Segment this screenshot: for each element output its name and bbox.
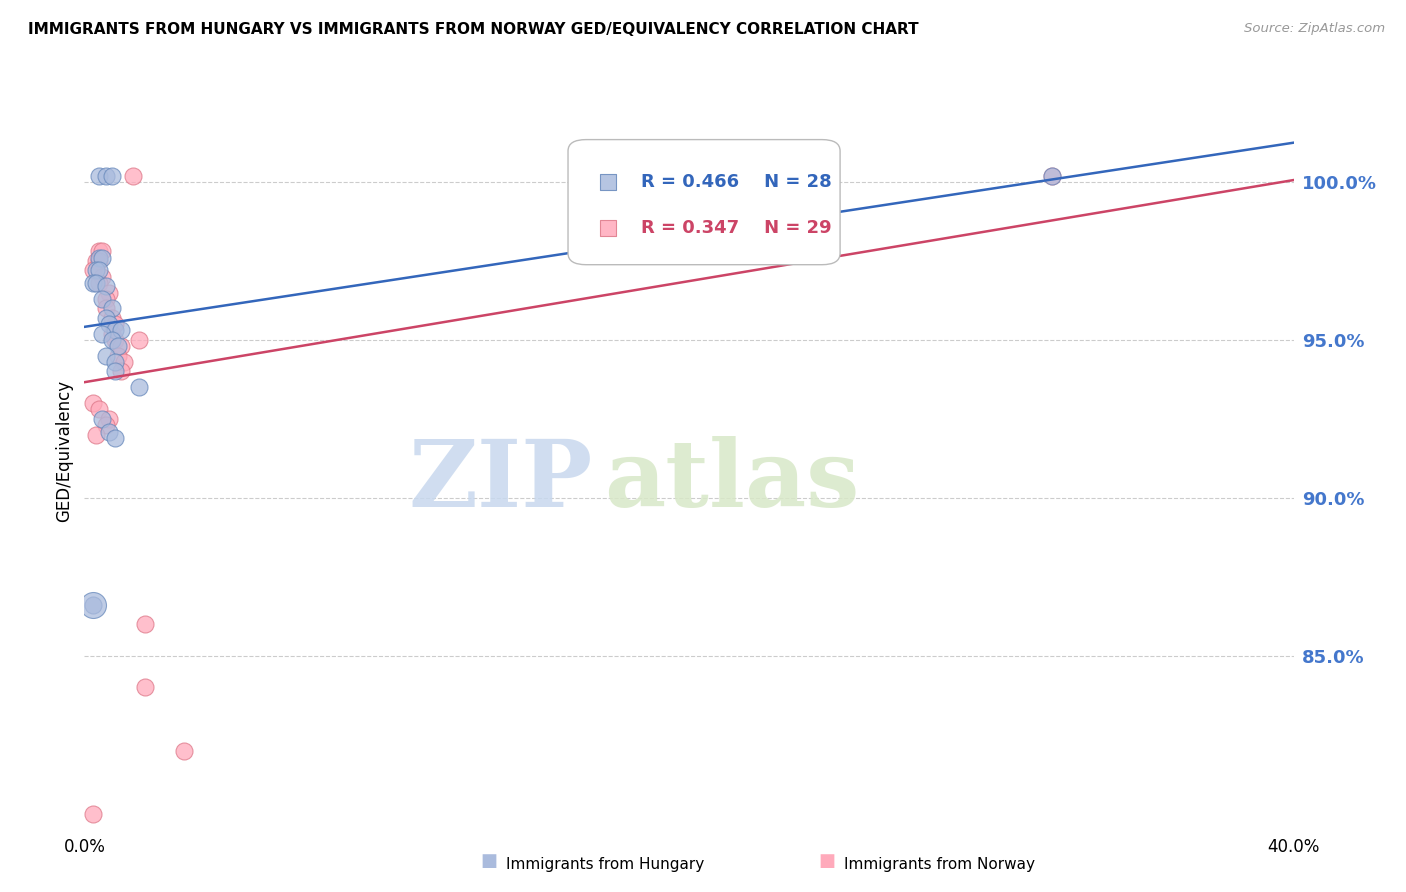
Point <box>107 339 129 353</box>
Point <box>86 253 108 268</box>
Point <box>121 169 143 183</box>
Point <box>91 244 114 259</box>
Point <box>100 310 122 325</box>
Point <box>1382 826 1405 840</box>
Point <box>134 617 156 632</box>
Text: ZIP: ZIP <box>408 436 592 525</box>
Point <box>89 169 111 183</box>
Text: Immigrants from Norway: Immigrants from Norway <box>844 857 1035 872</box>
Point <box>104 355 127 369</box>
Point <box>94 169 117 183</box>
Point <box>110 364 132 378</box>
Point <box>97 412 120 426</box>
Point <box>173 743 195 757</box>
Point <box>82 599 104 613</box>
Text: Immigrants from Hungary: Immigrants from Hungary <box>506 857 704 872</box>
Text: IMMIGRANTS FROM HUNGARY VS IMMIGRANTS FROM NORWAY GED/EQUIVALENCY CORRELATION CH: IMMIGRANTS FROM HUNGARY VS IMMIGRANTS FR… <box>28 22 918 37</box>
Point <box>110 339 132 353</box>
Point <box>89 263 111 277</box>
Text: atlas: atlas <box>605 436 859 525</box>
Y-axis label: GED/Equivalency: GED/Equivalency <box>55 379 73 522</box>
Point <box>91 326 114 341</box>
Point <box>82 396 104 410</box>
Point <box>89 276 111 290</box>
Point <box>104 323 127 337</box>
Point <box>89 402 111 417</box>
Point <box>94 301 117 316</box>
Point <box>89 253 111 268</box>
Point <box>82 806 104 821</box>
Point <box>100 333 122 347</box>
Point <box>89 251 111 265</box>
Text: R = 0.466    N = 28: R = 0.466 N = 28 <box>641 173 831 191</box>
Point <box>1040 169 1063 183</box>
Point <box>94 279 117 293</box>
Text: ■: ■ <box>481 852 498 870</box>
Point <box>86 427 108 442</box>
Text: R = 0.347    N = 29: R = 0.347 N = 29 <box>641 219 831 236</box>
Point <box>104 364 127 378</box>
Point <box>104 333 127 347</box>
Point <box>94 349 117 363</box>
Point <box>107 349 129 363</box>
Point <box>100 301 122 316</box>
Point <box>82 263 104 277</box>
Point <box>134 681 156 695</box>
Point <box>110 323 132 337</box>
Point <box>94 292 117 306</box>
Point <box>104 317 127 331</box>
Point <box>91 251 114 265</box>
Point <box>100 326 122 341</box>
Point <box>94 418 117 433</box>
Point <box>1382 634 1405 648</box>
Point <box>94 310 117 325</box>
Point <box>86 263 108 277</box>
Text: ■: ■ <box>818 852 835 870</box>
Point <box>82 276 104 290</box>
Point <box>100 169 122 183</box>
Point <box>1040 169 1063 183</box>
Point <box>91 269 114 284</box>
Point <box>82 599 104 613</box>
Point <box>89 244 111 259</box>
Point <box>112 355 135 369</box>
Point <box>97 425 120 439</box>
Point <box>128 333 150 347</box>
Point <box>86 276 108 290</box>
FancyBboxPatch shape <box>568 139 841 265</box>
Point <box>104 431 127 445</box>
Point <box>97 285 120 300</box>
Point <box>128 380 150 394</box>
Text: Source: ZipAtlas.com: Source: ZipAtlas.com <box>1244 22 1385 36</box>
Point <box>91 292 114 306</box>
Point <box>91 412 114 426</box>
Point <box>97 317 120 331</box>
